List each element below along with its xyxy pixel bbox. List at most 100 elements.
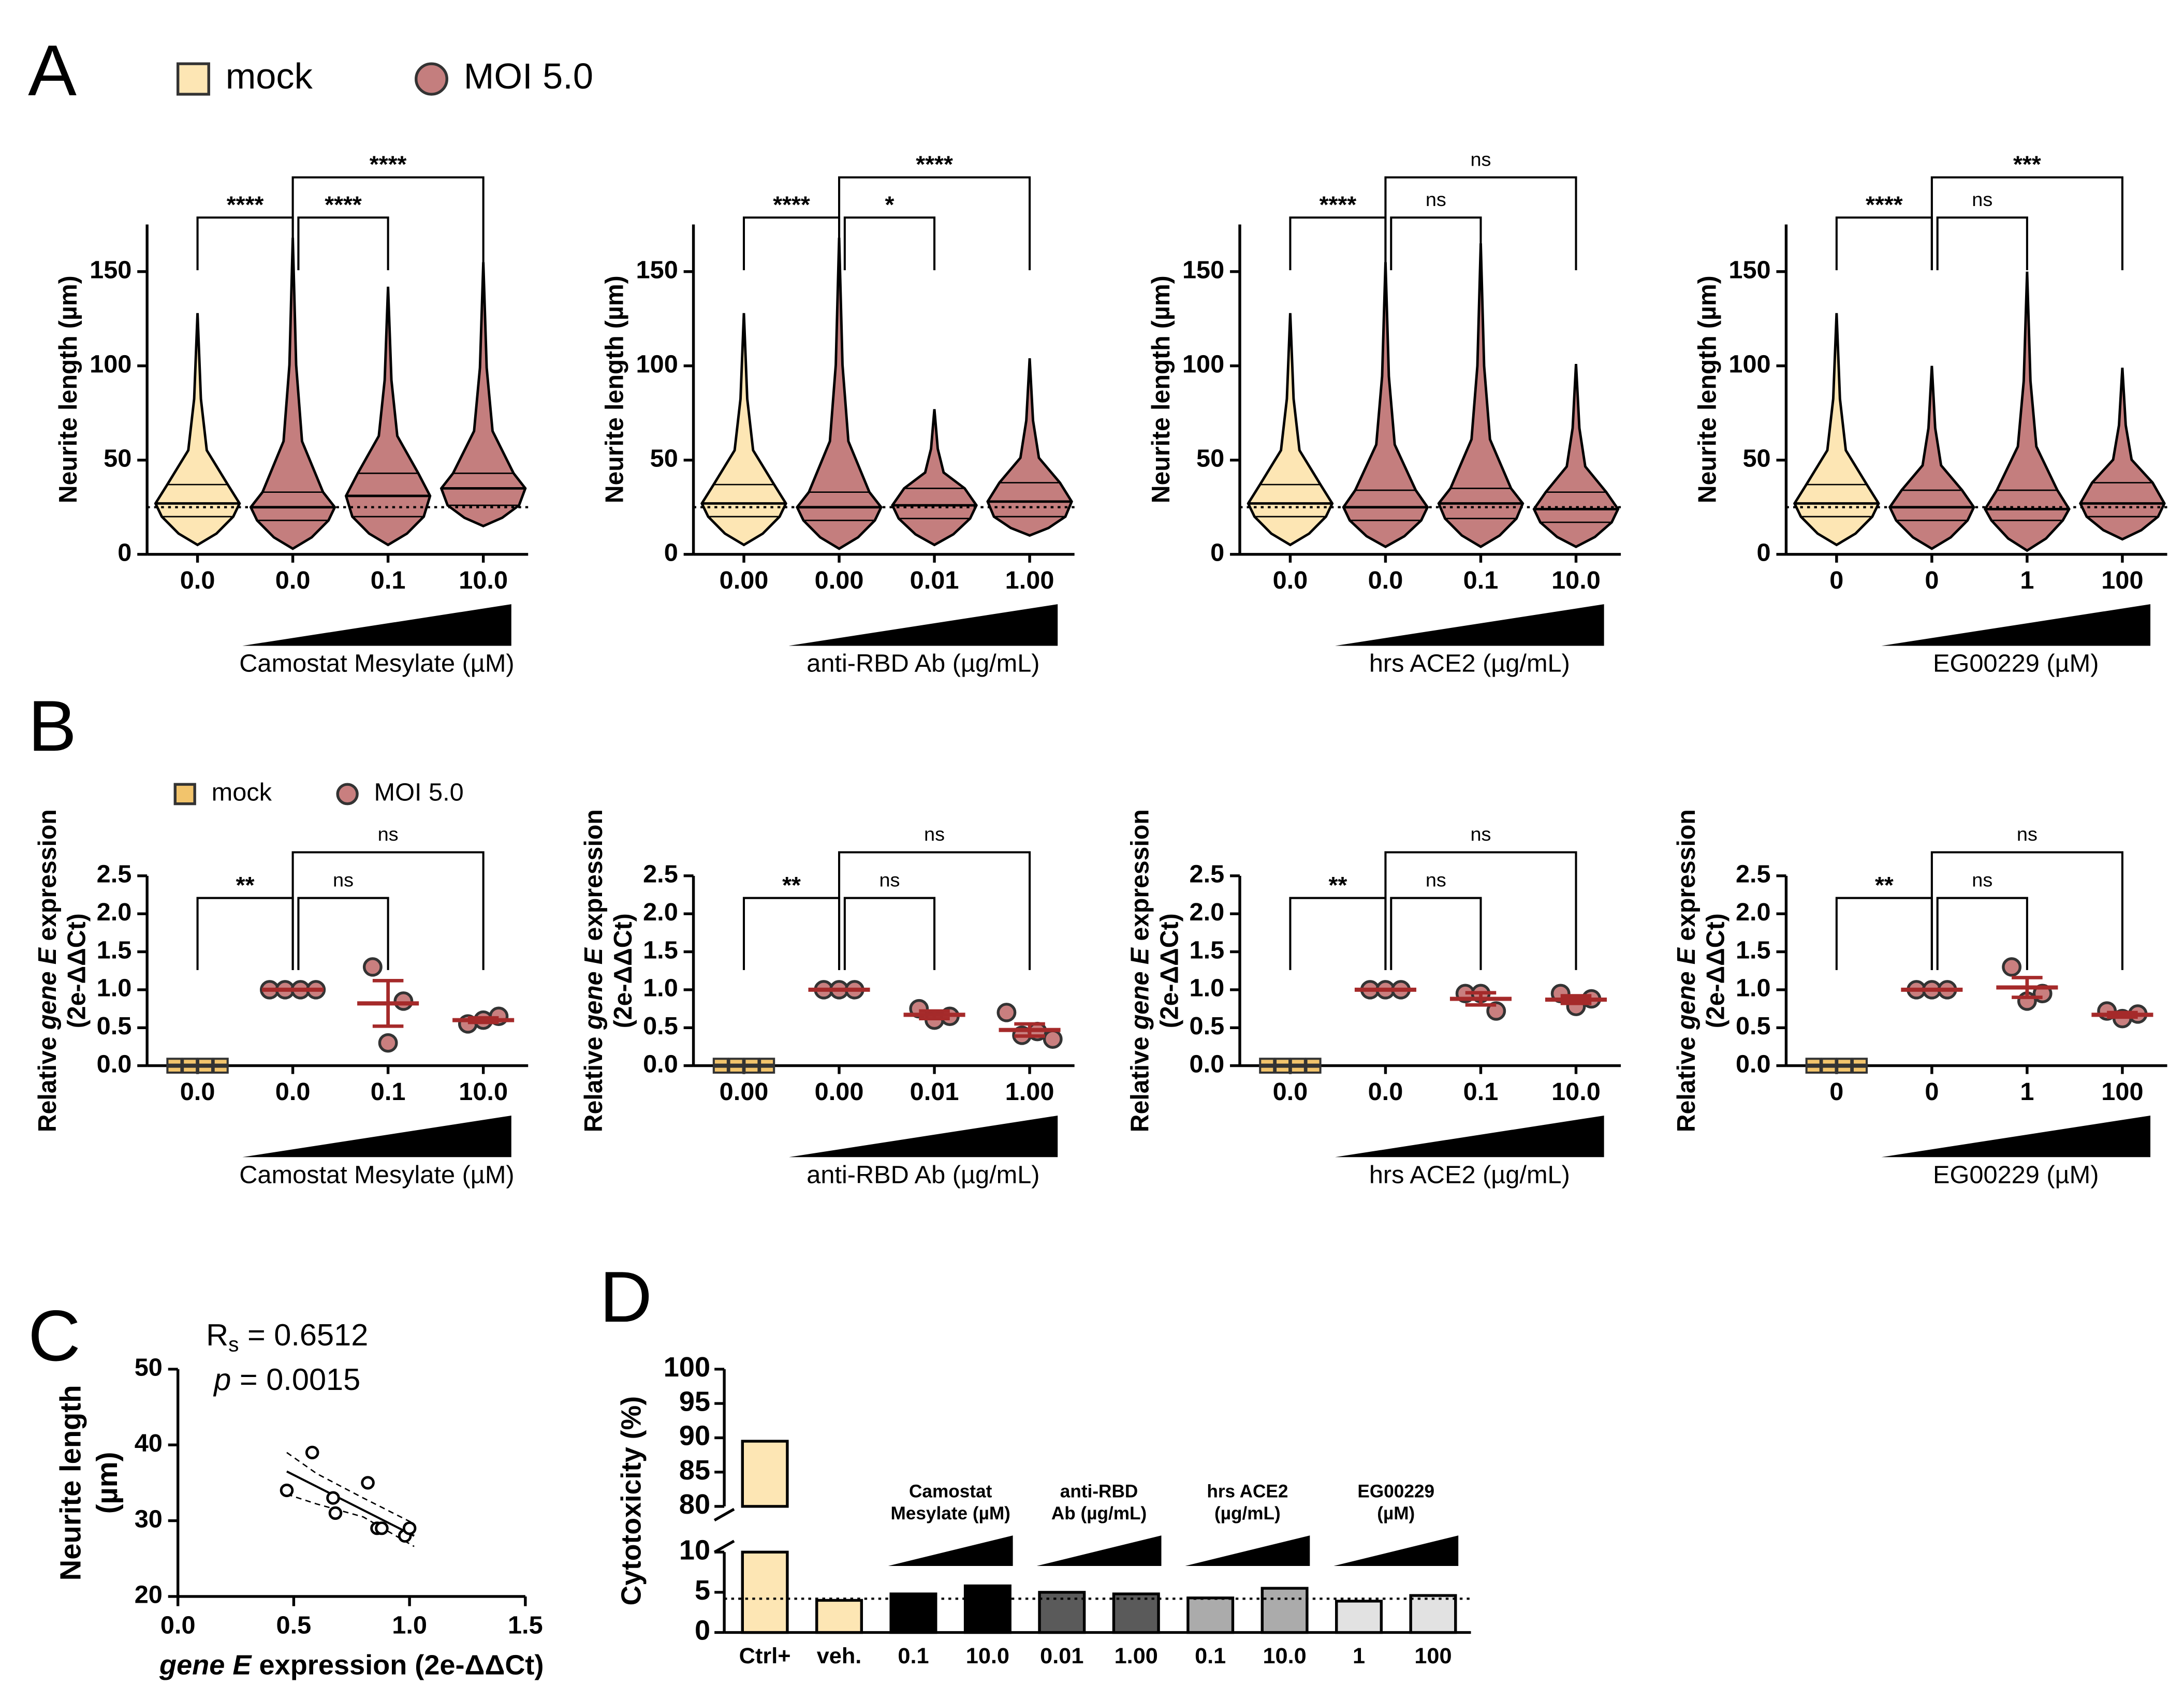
y-tick-label: 0	[664, 539, 678, 567]
x-tick-label: 0.0	[1368, 1078, 1403, 1106]
legend-swatch	[415, 62, 448, 96]
stat-annotation-part: = 0.6512	[239, 1317, 368, 1352]
y-tick-label: 20	[135, 1581, 163, 1609]
legend-swatch	[176, 62, 210, 96]
significance-bracket	[1384, 851, 1577, 970]
x-tick-label: 0.1	[371, 1078, 406, 1106]
y-tick-label: 100	[636, 350, 678, 378]
bar	[1186, 1597, 1235, 1634]
y-axis-label: Neurite length (µm)	[1693, 275, 1721, 503]
significance-label: ns	[378, 823, 399, 845]
x-tick-label: 0.1	[1195, 1644, 1226, 1668]
violin	[439, 262, 527, 528]
x-tick-label: 0	[1829, 566, 1843, 594]
significance-bracket	[291, 176, 485, 271]
y-axis-label-part: Relative	[580, 1030, 608, 1132]
bar	[1260, 1587, 1309, 1634]
significance-bracket	[1936, 216, 2028, 271]
data-point	[375, 1521, 389, 1535]
significance-label: ns	[1426, 869, 1446, 891]
x-tick-label: 0	[1925, 1078, 1939, 1106]
y-tick-label: 90	[679, 1420, 710, 1452]
x-axis-label: hrs ACE2 (µg/mL)	[1369, 650, 1570, 678]
y-tick-label: 0.0	[1736, 1050, 1771, 1078]
bar	[741, 1440, 789, 1508]
y-tick-label: 1.5	[1736, 936, 1771, 964]
x-tick-label: Ctrl+	[739, 1644, 791, 1668]
y-axis-label: (2e-ΔΔCt)	[63, 913, 91, 1028]
x-axis-label: anti-RBD Ab (µg/mL)	[807, 650, 1039, 678]
x-tick-label: 0	[1829, 1078, 1843, 1106]
data-point	[305, 1445, 319, 1459]
x-tick-label: 0.1	[1463, 1078, 1499, 1106]
significance-bracket	[742, 897, 841, 970]
significance-bracket	[1390, 897, 1482, 970]
x-tick-label: 0.00	[815, 1078, 864, 1106]
y-tick-label: 1.5	[643, 936, 678, 964]
y-tick-label: 2.0	[1190, 898, 1225, 926]
stat-annotation-part: s	[228, 1332, 239, 1356]
legend-label: MOI 5.0	[464, 56, 593, 96]
x-tick-label: 10.0	[459, 566, 508, 594]
panel-letter: B	[28, 685, 77, 766]
y-tick-label: 150	[90, 256, 131, 284]
y-tick-label: 2.0	[97, 898, 132, 926]
y-tick-label: 5	[695, 1575, 710, 1606]
bar	[889, 1592, 937, 1634]
y-axis-label: (µm)	[91, 1452, 123, 1514]
x-tick-label: 0.0	[1273, 566, 1308, 594]
y-axis-label-part: Relative	[1126, 1030, 1154, 1132]
x-tick-label: 0.0	[180, 1078, 215, 1106]
y-tick-label: 2.5	[97, 860, 132, 888]
x-tick-label: 0.0	[160, 1612, 196, 1639]
y-tick-label: 0.0	[643, 1050, 678, 1078]
y-axis-label-part: expression	[1126, 809, 1154, 948]
y-axis-label-part: Relative	[33, 1030, 61, 1132]
data-point	[378, 1033, 398, 1053]
y-tick-label: 100	[1182, 350, 1224, 378]
group-label: (µM)	[1377, 1503, 1415, 1524]
x-tick-label: 1.00	[1005, 566, 1054, 594]
bar	[1409, 1594, 1457, 1634]
y-tick-label: 80	[679, 1489, 710, 1520]
x-axis-label-part: expression (2e-ΔΔCt)	[251, 1650, 544, 1681]
violin	[1983, 271, 2071, 552]
violin	[1247, 313, 1334, 547]
y-tick-label: 0	[118, 539, 131, 567]
dose-wedge	[788, 604, 1058, 646]
x-tick-label: 1	[2020, 566, 2034, 594]
significance-bracket	[1289, 216, 1387, 271]
axis-break	[713, 1540, 735, 1554]
group-label: hrs ACE2	[1207, 1481, 1288, 1501]
y-axis-label: Neurite length (µm)	[600, 275, 628, 503]
significance-bracket	[297, 897, 389, 970]
stat-annotation-part: p	[213, 1362, 231, 1397]
legend-label: mock	[226, 56, 313, 96]
y-axis-label: Relative gene E expression	[1673, 809, 1701, 1132]
significance-bracket	[838, 851, 1031, 970]
legend-label: MOI 5.0	[374, 779, 464, 807]
legend-swatch	[336, 783, 359, 805]
ci-line	[286, 1493, 415, 1547]
significance-label: **	[1329, 872, 1347, 899]
violin	[796, 238, 883, 550]
x-tick-label: 0.0	[1368, 566, 1403, 594]
y-tick-label: 2.0	[643, 898, 678, 926]
significance-label: ****	[370, 151, 407, 178]
stat-annotation-part: R	[206, 1317, 228, 1352]
y-axis-label-part: gene E	[33, 947, 61, 1030]
y-tick-label: 0.5	[97, 1012, 132, 1040]
dose-wedge	[1335, 1115, 1604, 1158]
y-tick-label: 0.0	[1190, 1050, 1225, 1078]
y-tick-label: 100	[664, 1352, 710, 1383]
significance-bracket	[291, 851, 485, 970]
violin	[249, 238, 336, 550]
group-label: EG00229	[1357, 1481, 1434, 1501]
x-tick-label: 0.1	[898, 1644, 929, 1668]
x-tick-label: 10.0	[966, 1644, 1009, 1668]
stat-annotation: p = 0.0015	[213, 1362, 360, 1397]
x-tick-label: 0.0	[275, 566, 311, 594]
y-axis-label: Relative gene E expression	[1126, 809, 1154, 1132]
group-label: Ab (µg/mL)	[1051, 1503, 1147, 1524]
